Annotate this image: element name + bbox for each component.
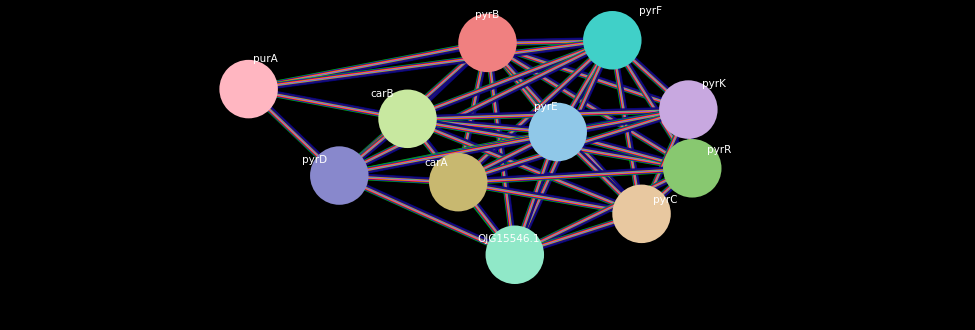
Text: carA: carA <box>424 158 448 168</box>
Text: pyrB: pyrB <box>476 10 499 20</box>
Text: carB: carB <box>370 89 394 99</box>
Text: OJG15546.1: OJG15546.1 <box>478 234 540 244</box>
Ellipse shape <box>219 60 278 118</box>
Ellipse shape <box>429 153 488 212</box>
Ellipse shape <box>310 146 369 205</box>
Text: pyrE: pyrE <box>534 102 558 112</box>
Ellipse shape <box>486 225 544 284</box>
Ellipse shape <box>528 103 587 161</box>
Text: pyrD: pyrD <box>302 155 328 165</box>
Ellipse shape <box>612 184 671 243</box>
Ellipse shape <box>458 14 517 72</box>
Text: pyrC: pyrC <box>653 195 678 205</box>
Text: purA: purA <box>254 54 278 64</box>
Text: pyrR: pyrR <box>707 145 731 155</box>
Text: pyrK: pyrK <box>702 79 725 89</box>
Ellipse shape <box>378 89 437 148</box>
Ellipse shape <box>663 139 722 198</box>
Ellipse shape <box>659 80 718 139</box>
Ellipse shape <box>583 11 642 70</box>
Text: pyrF: pyrF <box>639 7 662 16</box>
